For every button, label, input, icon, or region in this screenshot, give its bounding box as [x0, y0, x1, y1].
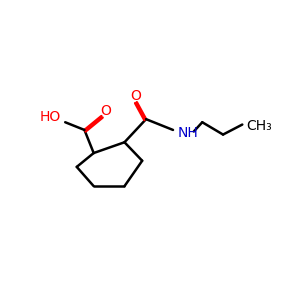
Text: O: O: [130, 89, 141, 103]
Text: O: O: [100, 104, 111, 118]
Text: CH₃: CH₃: [246, 119, 272, 133]
Text: NH: NH: [178, 126, 198, 140]
Text: HO: HO: [39, 110, 61, 124]
